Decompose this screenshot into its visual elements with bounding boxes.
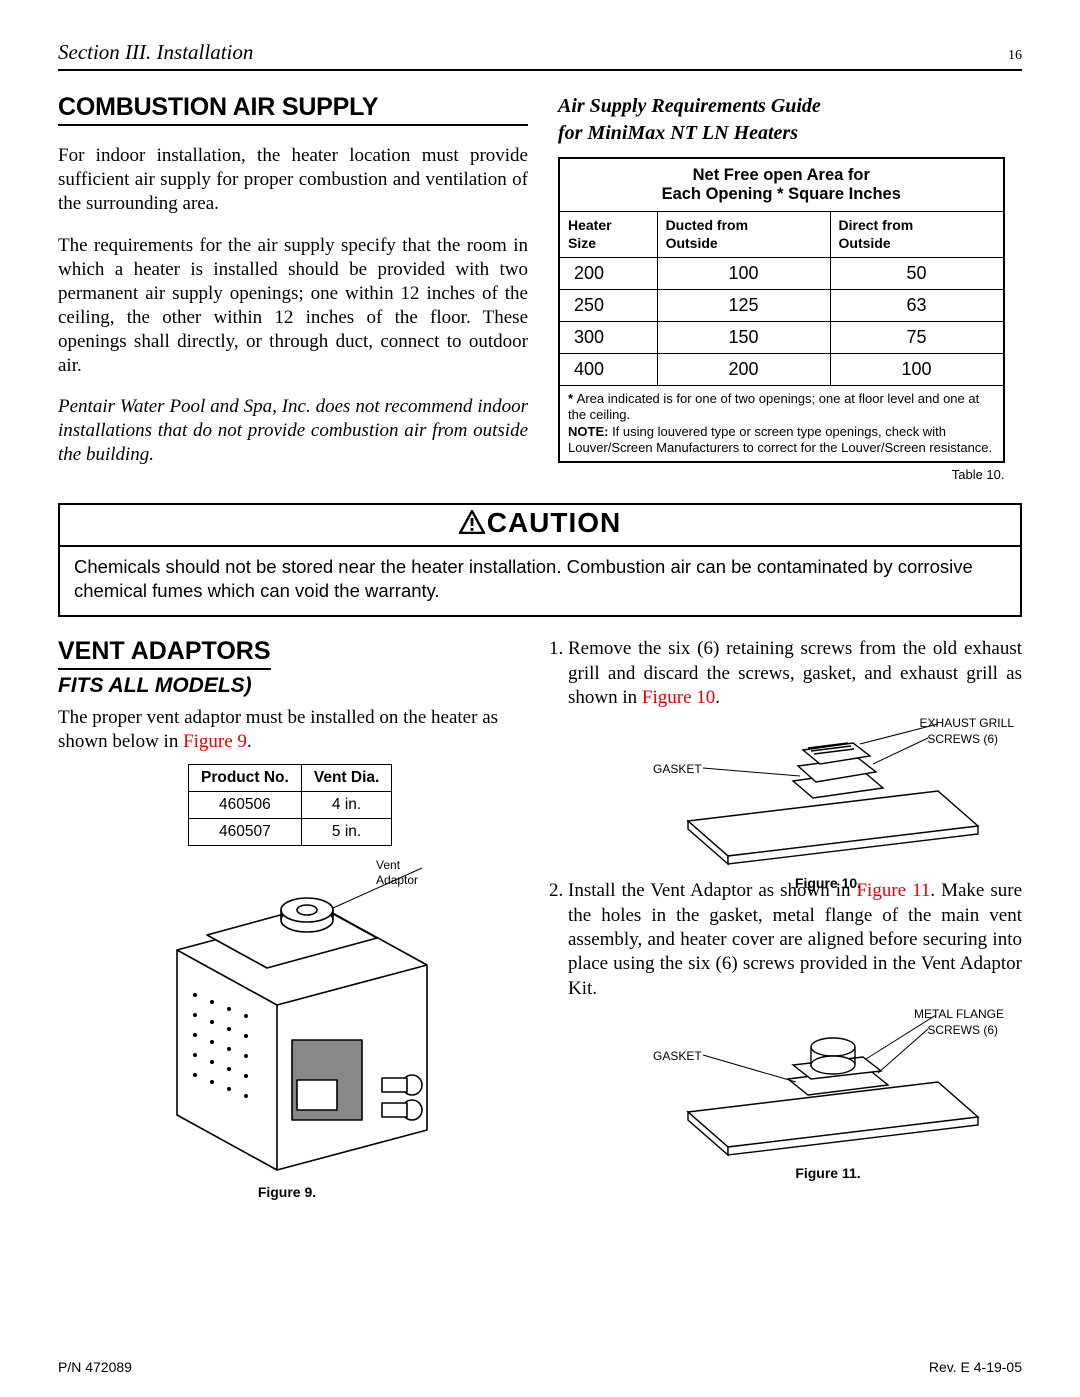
air-table-notes: * Area indicated is for one of two openi… (560, 386, 1004, 462)
figure10-area: EXHAUST GRILL SCREWS (6) GASKET (628, 716, 1028, 871)
air-table-wrap: Net Free open Area for Each Opening * Sq… (558, 157, 1005, 463)
screws-callout: SCREWS (6) (927, 732, 998, 747)
vent-column: VENT ADAPTORS FITS ALL MODELS) The prope… (58, 637, 516, 1200)
table-row: 25012563 (560, 290, 1004, 322)
combustion-p1: For indoor installation, the heater loca… (58, 144, 528, 216)
vent-adaptor-table: Product No.Vent Dia. 4605064 in. 4605075… (188, 764, 392, 846)
vent-th-dia: Vent Dia. (301, 765, 391, 792)
table-row: 400200100 (560, 354, 1004, 386)
air-guide-column: Air Supply Requirements Guide for MiniMa… (552, 93, 1022, 485)
warning-icon (459, 509, 485, 541)
step-2: Install the Vent Adaptor as shown in Fig… (568, 879, 1022, 1162)
fits-subtitle: FITS ALL MODELS) (58, 674, 516, 698)
table-row: 20010050 (560, 258, 1004, 290)
figure11-label: Figure 11. (628, 1165, 1028, 1183)
gasket-callout: GASKET (653, 762, 702, 777)
step-1: Remove the six (6) retaining screws from… (568, 637, 1022, 871)
caution-box: CAUTION Chemicals should not be stored n… (58, 503, 1022, 617)
air-table-header: Net Free open Area for Each Opening * Sq… (560, 159, 1004, 212)
steps-column: Remove the six (6) retaining screws from… (540, 637, 1022, 1200)
page-header: Section III. Installation 16 (58, 40, 1022, 71)
caution-header: CAUTION (60, 505, 1020, 547)
combustion-p2: The requirements for the air supply spec… (58, 234, 528, 378)
combustion-column: COMBUSTION AIR SUPPLY For indoor install… (58, 93, 528, 485)
heater-illustration (117, 860, 457, 1180)
metal-flange-callout: METAL FLANGE (914, 1007, 1004, 1022)
combustion-title: COMBUSTION AIR SUPPLY (58, 93, 528, 126)
vent-th-product: Product No. (189, 765, 302, 792)
screws-callout-11: SCREWS (6) (927, 1023, 998, 1038)
install-steps: Remove the six (6) retaining screws from… (540, 637, 1022, 1162)
guide-line1: Air Supply Requirements Guide (558, 95, 821, 117)
vent-p1: The proper vent adaptor must be installe… (58, 706, 516, 754)
revision: Rev. E 4-19-05 (929, 1359, 1022, 1375)
gasket-callout-11: GASKET (653, 1049, 702, 1064)
guide-line2: for MiniMax NT LN Heaters (558, 122, 798, 144)
figure11-area: METAL FLANGE SCREWS (6) GASKET (628, 1007, 1028, 1162)
table10-label: Table 10. (558, 467, 1005, 482)
lower-columns: VENT ADAPTORS FITS ALL MODELS) The prope… (58, 637, 1022, 1200)
page-footer: P/N 472089 Rev. E 4-19-05 (58, 1359, 1022, 1375)
figure10-label: Figure 10. (628, 875, 1028, 893)
vent-title: VENT ADAPTORS (58, 637, 271, 670)
top-columns: COMBUSTION AIR SUPPLY For indoor install… (58, 93, 1022, 485)
figure9-area: Vent Adaptor (58, 860, 516, 1200)
air-guide-title: Air Supply Requirements Guide for MiniMa… (552, 93, 1022, 147)
col-direct: Direct fromOutside (830, 212, 1003, 258)
combustion-p3: Pentair Water Pool and Spa, Inc. does no… (58, 395, 528, 467)
exhaust-grill-callout: EXHAUST GRILL (920, 716, 1014, 731)
col-heater: HeaterSize (560, 212, 658, 258)
page-number: 16 (1008, 48, 1022, 64)
col-ducted: Ducted fromOutside (657, 212, 830, 258)
part-number: P/N 472089 (58, 1359, 132, 1375)
caution-body: Chemicals should not be stored near the … (60, 547, 1020, 615)
air-supply-table: Net Free open Area for Each Opening * Sq… (559, 158, 1004, 462)
figure9-label: Figure 9. (58, 1184, 516, 1200)
table-row: 4605075 in. (189, 819, 392, 846)
section-name: Section III. Installation (58, 40, 253, 65)
table-row: 4605064 in. (189, 792, 392, 819)
table-row: 30015075 (560, 322, 1004, 354)
